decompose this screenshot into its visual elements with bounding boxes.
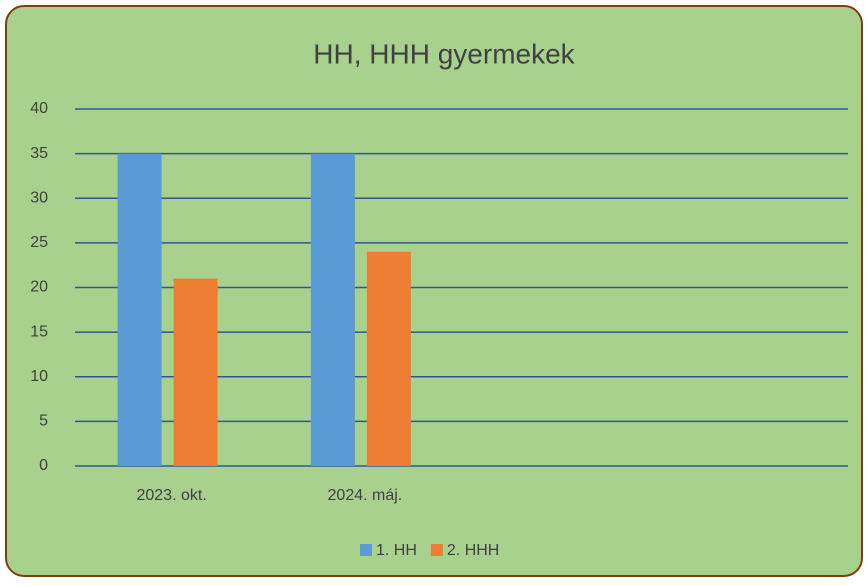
y-tick-label: 0: [39, 457, 48, 474]
bar: [366, 251, 411, 466]
y-tick-label: 40: [30, 100, 48, 117]
y-tick-label: 10: [30, 368, 48, 385]
chart-background: [5, 5, 863, 577]
bar: [310, 153, 355, 466]
bar: [173, 278, 218, 466]
chart-title: HH, HHH gyermekek: [313, 38, 575, 69]
y-tick-label: 20: [30, 279, 48, 296]
x-tick-label: 2024. máj.: [328, 487, 403, 504]
legend-swatch: [430, 544, 443, 556]
y-tick-label: 25: [30, 234, 48, 251]
y-tick-label: 35: [30, 145, 48, 162]
legend-label: 1. HH: [376, 542, 417, 559]
legend-swatch: [360, 544, 372, 556]
bar: [117, 153, 162, 466]
x-tick-label: 2023. okt.: [136, 487, 206, 504]
y-tick-label: 30: [30, 189, 48, 206]
legend-label: 2. HHH: [447, 542, 499, 559]
y-tick-label: 15: [30, 323, 48, 340]
y-tick-label: 5: [39, 413, 48, 430]
